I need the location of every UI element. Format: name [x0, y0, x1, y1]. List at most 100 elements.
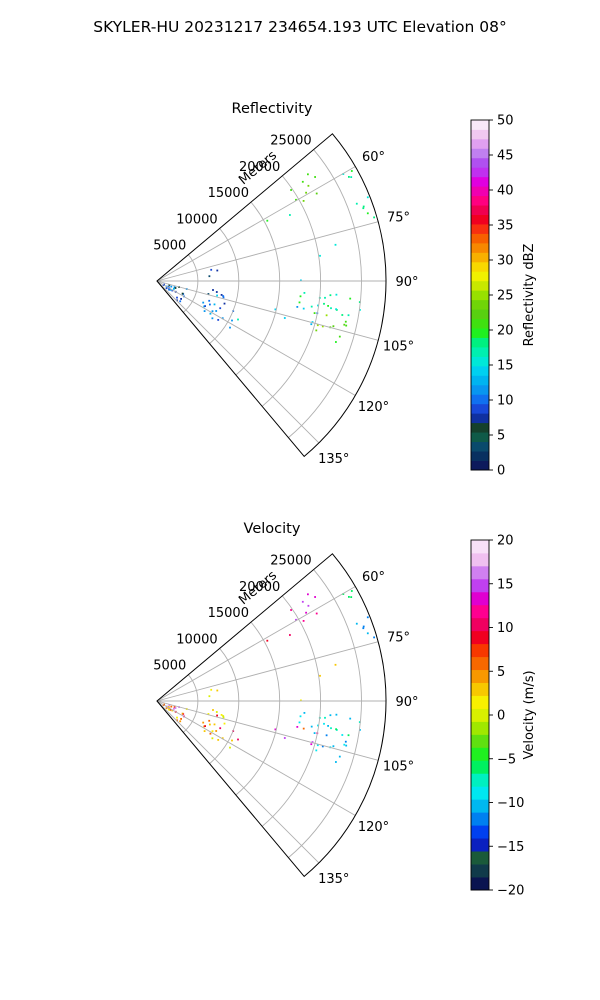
- colorbar-segment: [471, 394, 489, 405]
- colorbar-segment: [471, 591, 489, 606]
- echo-pixel: [290, 189, 292, 191]
- colorbar-segment: [471, 167, 489, 178]
- echo-pixel: [211, 317, 214, 320]
- colorbar-segment: [471, 630, 489, 645]
- echo-pixel: [344, 320, 347, 323]
- echo-pixel: [373, 636, 375, 639]
- colorbar-segment: [471, 120, 489, 130]
- echo-pixel: [289, 214, 291, 216]
- echo-pixel: [313, 312, 316, 314]
- echo-pixel: [344, 740, 347, 743]
- colorbar-segment: [471, 195, 489, 206]
- echo-pixel: [296, 306, 299, 308]
- echo-pixel: [174, 707, 177, 709]
- echo-region: [207, 709, 226, 725]
- echo-region: [208, 688, 219, 698]
- echo-pixel: [350, 176, 353, 178]
- colorbar-segment: [471, 356, 489, 367]
- polar-grid: [156, 569, 386, 864]
- echo-pixel: [366, 632, 369, 635]
- azimuth-spoke: [156, 221, 379, 282]
- echo-region: [290, 173, 318, 202]
- echo-pixel: [207, 713, 210, 715]
- colorbar-tick-label: 15: [497, 577, 514, 592]
- echo-pixel: [212, 289, 214, 291]
- azimuth-tick-label: 105°: [383, 340, 414, 355]
- echo-pixel: [302, 200, 305, 202]
- azimuth-spoke: [156, 700, 356, 816]
- range-tick-label: 10000: [176, 632, 217, 647]
- colorbar-segment: [471, 682, 489, 696]
- echo-pixel: [171, 709, 174, 712]
- echo-pixel: [167, 286, 170, 288]
- range-tick-label: 20000: [239, 580, 280, 595]
- echo-pixel: [310, 743, 313, 746]
- azimuth-spoke: [156, 280, 379, 341]
- azimuth-tick-label: 105°: [383, 760, 414, 775]
- echo-pixel: [202, 721, 205, 724]
- echo-pixel: [321, 745, 324, 748]
- echo-pixel: [335, 293, 338, 296]
- colorbar-segment: [471, 851, 489, 865]
- echo-pixel: [211, 730, 214, 733]
- colorbar-segment: [471, 176, 489, 187]
- echo-pixel: [298, 301, 301, 304]
- range-tick-label: 5000: [153, 659, 186, 674]
- colorbar-tick-label: 35: [497, 219, 514, 234]
- azimuth-spoke: [156, 700, 379, 761]
- echo-pixel: [222, 295, 225, 297]
- echo-pixel: [325, 314, 328, 317]
- echo-pixel: [350, 596, 353, 598]
- echo-pixel: [179, 300, 182, 303]
- echo-pixel: [341, 734, 344, 736]
- echo-pixel: [176, 719, 178, 722]
- echo-pixel: [295, 618, 297, 621]
- echo-pixel: [327, 725, 329, 727]
- colorbar-segment: [471, 233, 489, 244]
- colorbar-segment: [471, 347, 489, 357]
- echo-pixel: [362, 207, 365, 210]
- range-tick-label: 15000: [208, 606, 249, 621]
- colorbar-segment: [471, 432, 489, 443]
- azimuth-tick-label: 60°: [362, 570, 385, 585]
- colorbar: −20 −15 −10 −5 0 5 10 15 20 Velocity (m/s): [470, 534, 537, 899]
- colorbar-label: Velocity (m/s): [522, 670, 537, 759]
- panel-title: Reflectivity: [232, 101, 313, 117]
- sector-frame: [156, 133, 387, 458]
- echo-pixel: [216, 294, 218, 297]
- colorbar-tick-label: −20: [497, 884, 524, 899]
- echo-pixel: [355, 202, 358, 205]
- echo-pixel: [209, 723, 211, 726]
- echo-pixel: [210, 688, 213, 691]
- colorbar-segment: [471, 318, 489, 329]
- echo-pixel: [299, 715, 302, 718]
- azimuth-tick-label: 75°: [387, 210, 410, 225]
- azimuth-spoke: [156, 586, 356, 702]
- echo-region: [342, 170, 353, 178]
- echo-pixel: [231, 739, 233, 742]
- echo-pixel: [355, 622, 358, 625]
- echo-pixel: [223, 302, 226, 305]
- colorbar-segment: [471, 138, 489, 149]
- azimuth-spoke: [156, 641, 379, 702]
- echo-pixel: [216, 714, 218, 717]
- colorbar-segment: [471, 422, 489, 433]
- echo-pixel: [324, 716, 326, 719]
- echo-region: [355, 196, 375, 219]
- colorbar-segment: [471, 148, 489, 159]
- colorbar-segment: [471, 799, 489, 813]
- colorbar-tick-label: 30: [497, 254, 514, 269]
- echo-region: [298, 712, 361, 737]
- colorbar-segment: [471, 864, 489, 878]
- echo-pixel: [202, 301, 205, 304]
- echo-pixel: [302, 307, 305, 310]
- echo-pixel: [171, 289, 174, 292]
- echo-pixel: [220, 714, 223, 716]
- echo-pixel: [349, 297, 352, 300]
- echo-pixel: [315, 612, 318, 615]
- echo-pixel: [217, 319, 220, 321]
- colorbar-tick-label: 25: [497, 289, 514, 304]
- colorbar-tick-label: 50: [497, 114, 514, 129]
- echo-pixel: [298, 721, 301, 724]
